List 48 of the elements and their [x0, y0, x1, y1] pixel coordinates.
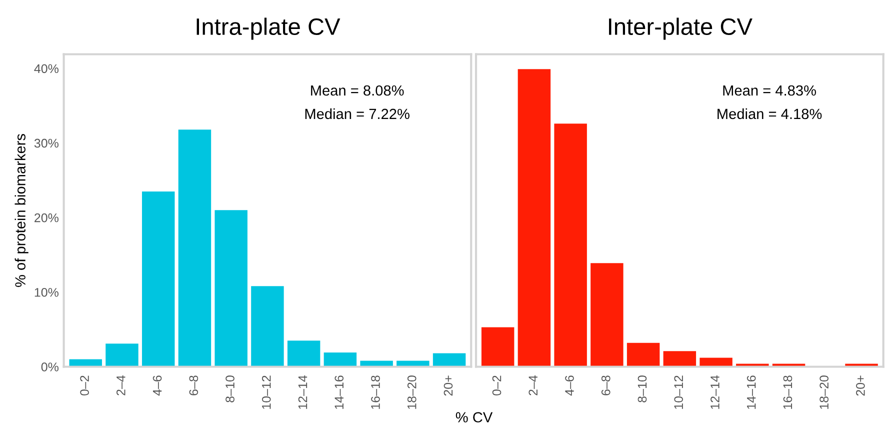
y-tick-label: 40%	[34, 64, 58, 74]
x-tick-label: 20+	[856, 376, 865, 396]
bar	[324, 352, 357, 367]
x-tick-label: 4–6	[152, 376, 162, 396]
x-tick-label: 4–6	[565, 376, 574, 396]
x-tick-label: 12–14	[298, 375, 308, 409]
bar	[626, 342, 660, 367]
bar	[518, 69, 551, 367]
x-tick-label: 6–8	[601, 376, 610, 396]
y-tick-label: 10%	[34, 288, 58, 297]
bar	[554, 124, 587, 367]
x-tick-label: 2–4	[116, 375, 126, 396]
x-tick-label: 0–2	[492, 376, 502, 396]
y-tick-label: 20%	[34, 213, 58, 222]
x-tick-label: 10–12	[262, 376, 271, 409]
x-tick-label: 8–10	[638, 376, 647, 402]
bar	[251, 286, 284, 367]
x-axis-title: % CV	[456, 412, 493, 422]
x-tick-label: 14–16	[746, 376, 756, 409]
y-axis-title: % of protein biomarkers	[14, 134, 28, 287]
x-tick-label: 16–18	[371, 376, 380, 409]
x-tick-label: 6–8	[189, 376, 198, 396]
bar	[590, 263, 624, 367]
x-tick-label: 2–4	[528, 375, 538, 396]
x-tick-label: 10–12	[674, 376, 684, 409]
bar	[663, 351, 696, 367]
annotation: Median = 4.18%	[718, 108, 822, 120]
x-tick-label: 18–20	[407, 376, 416, 409]
x-tick-label: 8–10	[226, 376, 234, 402]
bar	[287, 340, 320, 367]
x-tick-label: 20+	[444, 376, 453, 396]
x-tick-label: 14–16	[334, 376, 344, 409]
x-tick-label: 18–20	[820, 376, 829, 409]
chart-title: Intra-plate CV	[196, 18, 340, 40]
bar	[142, 191, 175, 367]
chart-title: Inter-plate CV	[609, 18, 752, 40]
x-tick-label: 12–14	[710, 375, 720, 409]
annotation: Mean = 8.08%	[311, 85, 404, 96]
bar	[214, 210, 248, 367]
bar	[481, 327, 514, 367]
y-tick-label: 30%	[34, 138, 58, 148]
bar	[106, 344, 138, 367]
x-tick-label: 0–2	[80, 376, 89, 396]
y-tick-label: 0%	[41, 362, 58, 372]
annotation: Mean = 4.83%	[723, 85, 816, 96]
annotation: Median = 7.22%	[305, 108, 410, 120]
x-tick-label: 16–18	[783, 376, 792, 409]
bar	[178, 130, 212, 367]
